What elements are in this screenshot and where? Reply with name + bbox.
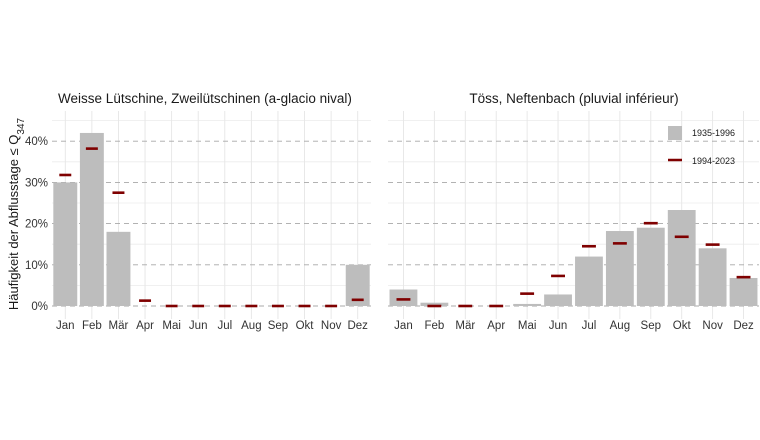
x-tick-label: Nov (321, 320, 342, 332)
x-tick-label: Mär (109, 320, 129, 332)
legend-label-marker: 1994-2023 (692, 156, 735, 166)
bar-Dez (729, 277, 758, 306)
bar-Jul (575, 256, 603, 306)
x-tick-label: Dez (733, 320, 754, 332)
panel-left: Weisse Lütschine, Zweilütschinen (a-glac… (25, 91, 371, 332)
bar-Mär (106, 231, 131, 306)
x-tick-label: Apr (487, 320, 505, 332)
panel-title-right: Töss, Neftenbach (pluvial inférieur) (469, 91, 678, 106)
y-tick-label: 20% (25, 219, 48, 231)
bar-Jan (389, 289, 418, 306)
x-tick-label: Aug (241, 320, 261, 332)
y-tick-label: 10% (25, 260, 48, 272)
x-tick-label: Sep (641, 320, 661, 332)
legend: 1935-1996 1994-2023 (668, 126, 735, 166)
bar-Jun (544, 294, 572, 306)
x-tick-label: Aug (610, 320, 630, 332)
panel-right: Töss, Neftenbach (pluvial inférieur) Jan… (388, 91, 759, 332)
x-tick-label: Apr (136, 320, 154, 332)
panel-title-left: Weisse Lütschine, Zweilütschinen (a-glac… (58, 91, 352, 106)
x-tick-label: Jul (217, 320, 232, 332)
x-tick-label: Dez (347, 320, 368, 332)
bar-Mai (513, 303, 542, 306)
bar-Dez (345, 264, 370, 306)
x-tick-label: Okt (296, 320, 315, 332)
x-tick-label: Jul (582, 320, 597, 332)
x-tick-label: Feb (424, 320, 444, 332)
x-tick-label: Mai (162, 320, 181, 332)
y-tick-label: 30% (25, 177, 48, 189)
y-axis-title: Häufigkeit der Abflusstage ≤ Q347 (6, 117, 27, 310)
x-tick-label: Jan (394, 320, 413, 332)
x-tick-label: Sep (268, 320, 288, 332)
bar-Jan (53, 182, 78, 306)
y-axis-label: Häufigkeit der Abflusstage ≤ Q347 (6, 117, 27, 310)
bar-Okt (667, 210, 696, 306)
bar-Feb (420, 302, 449, 306)
legend-swatch-bar (668, 126, 682, 140)
bar-Feb (79, 132, 104, 306)
plot-background (388, 111, 759, 319)
plot-background (52, 111, 371, 319)
x-tick-label: Jun (189, 320, 208, 332)
x-tick-label: Feb (82, 320, 102, 332)
x-tick-label: Mär (455, 320, 475, 332)
x-tick-label: Jun (549, 320, 568, 332)
bar-Nov (698, 248, 727, 306)
bar-Sep (636, 227, 665, 306)
x-tick-label: Jan (56, 320, 75, 332)
y-tick-label: 40% (25, 136, 48, 148)
legend-label-bar: 1935-1996 (692, 128, 735, 138)
x-tick-label: Mai (518, 320, 537, 332)
x-tick-label: Okt (673, 320, 692, 332)
y-tick-label: 0% (31, 301, 48, 313)
x-tick-label: Nov (702, 320, 723, 332)
